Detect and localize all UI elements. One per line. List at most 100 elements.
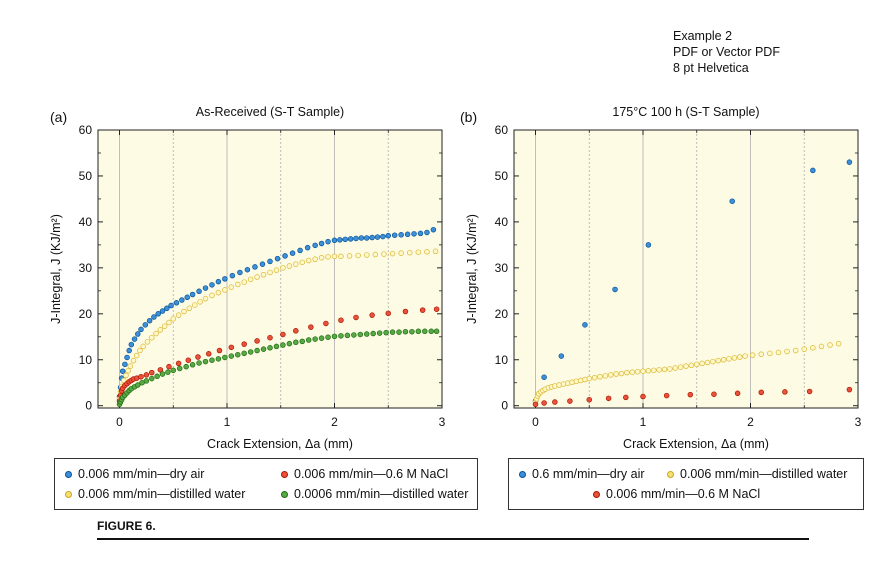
data-point [344,332,351,339]
data-point [293,261,299,267]
legend-marker-icon [65,490,72,498]
plot-frame [513,129,859,409]
data-point [541,400,547,406]
data-point [247,276,254,283]
data-point [133,352,140,359]
legend-marker-icon [281,470,288,478]
data-point [325,238,331,245]
data-point [166,363,172,370]
data-point [126,347,132,354]
data-point [297,247,303,254]
legend-marker-icon [281,490,288,498]
data-point [192,302,198,308]
x-tick-label: 1 [640,415,647,429]
data-point [229,272,236,279]
data-point [312,256,318,262]
data-point [157,327,164,333]
chart-panel-a: 0 10 20 30 40 50 60 0 1 2 3 As-Received (S-T Sample… [49,105,446,451]
data-point [782,389,788,395]
data-point [417,230,424,237]
data-point [179,297,185,303]
data-series [532,386,853,408]
legend-panel-b: 0.6 mm/min—dry air 0.006 mm/min—distille… [508,458,864,510]
legend-marker-icon [593,490,600,498]
data-point [396,329,402,335]
example-note-line-3: 8 pt Helvetica [673,61,749,75]
data-point [304,244,311,251]
data-point [164,305,170,312]
data-point [121,377,127,384]
data-point [260,346,267,352]
data-point [734,390,741,397]
data-point [720,357,727,363]
data-point [351,332,357,338]
x-tick-label: 2 [747,415,754,429]
data-point [731,355,738,361]
data-point [369,312,375,318]
data-point [252,264,258,270]
data-point [370,330,376,337]
data-point [346,253,353,259]
y-tick-label: 60 [79,123,93,137]
data-point [827,342,833,348]
y-tick-label: 50 [79,169,93,183]
data-point [175,312,182,318]
data-point [235,351,241,358]
data-point [146,317,153,324]
data-point [380,233,386,240]
data-point [299,338,306,345]
data-point [280,342,286,348]
legend-item: 0.006 mm/min—0.6 M NaCl [281,467,448,481]
legend-label: 0.6 mm/min—dry air [532,467,645,481]
data-point [289,250,296,256]
data-point [634,368,641,375]
data-point [123,372,129,379]
data-point [404,231,411,238]
data-point [355,252,361,259]
data-point [202,285,209,291]
data-point [613,371,619,377]
legend-item: 0.0006 mm/min—distilled water [281,487,468,501]
data-point [228,353,235,359]
data-point [149,375,155,382]
data-point [166,319,172,326]
data-point [806,388,813,395]
data-point [318,240,325,247]
data-point [254,274,260,280]
data-point [693,361,700,368]
figure-caption: FIGURE 6. [97,519,156,533]
data-point [385,232,392,239]
y-tick-label: 0 [501,399,508,413]
data-point [161,323,168,329]
y-axis-label: J-Integral, J (KJ/m²) [49,214,63,324]
data-point [552,399,558,405]
data-point [137,347,143,354]
data-point [254,338,260,344]
data-point [185,357,192,363]
data-point [205,351,212,357]
data-point [353,235,359,242]
data-point [767,350,773,357]
data-point [337,237,343,243]
legend-panel-a: 0.006 mm/min—dry air 0.006 mm/min—0.6 M … [54,458,478,510]
y-tick-label: 10 [495,353,509,367]
data-point [228,284,235,290]
data-point [222,287,228,293]
data-point [624,369,630,376]
data-point [402,328,409,335]
data-point [318,335,325,341]
data-point [260,271,267,278]
data-point [640,393,646,400]
legend-label: 0.006 mm/min—0.6 M NaCl [294,467,449,481]
y-tick-label: 0 [85,399,92,413]
legend-marker-icon [519,470,526,478]
data-point [424,249,430,255]
data-point [784,348,790,355]
legend-label: 0.006 mm/min—0.6 M NaCl [606,487,761,501]
x-tick-label: 3 [855,415,862,429]
data-point [415,249,422,255]
data-point [331,253,338,260]
legend-item: 0.006 mm/min—dry air [65,467,204,481]
data-point [364,235,370,241]
